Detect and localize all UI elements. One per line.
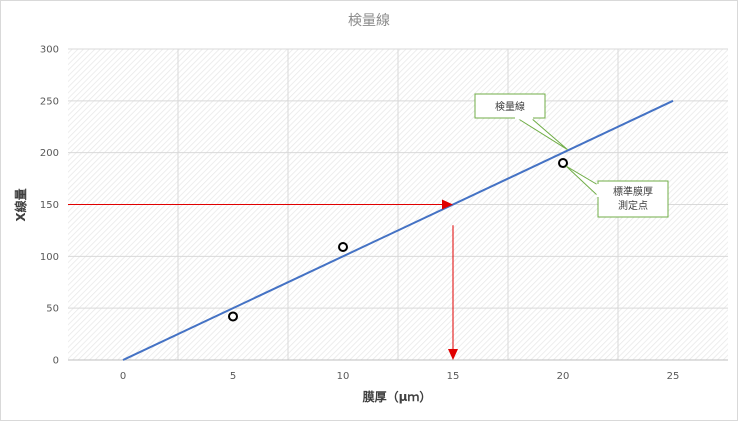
- callout-points-joint: [596, 184, 600, 197]
- y-tick-label: 0: [53, 356, 59, 367]
- y-axis-ticks: 0 50 100 150 200 250 300: [40, 45, 59, 367]
- reading-arrows: [68, 199, 458, 360]
- x-tick-label: 15: [447, 371, 460, 382]
- callout-line-label: 検量線: [495, 100, 525, 113]
- vertical-arrow-head: [448, 349, 458, 360]
- chart-title: 検量線: [348, 13, 390, 29]
- y-tick-label: 100: [40, 252, 59, 263]
- x-tick-label: 25: [667, 371, 680, 382]
- y-tick-label: 50: [46, 304, 59, 315]
- x-tick-label: 10: [337, 371, 350, 382]
- callout-points-label: 測定点: [618, 199, 648, 212]
- x-tick-label: 0: [120, 371, 126, 382]
- y-tick-label: 250: [40, 96, 59, 107]
- x-tick-label: 5: [230, 371, 236, 382]
- callout-points-label: 標準膜厚: [613, 185, 653, 198]
- x-tick-label: 20: [557, 371, 570, 382]
- data-point: [558, 158, 568, 169]
- y-tick-label: 200: [40, 148, 59, 159]
- callout-line-box: [474, 93, 546, 119]
- callout-points-box: [597, 180, 669, 218]
- callout-line-joint: [515, 116, 533, 120]
- data-point: [228, 311, 238, 322]
- y-tick-label: 150: [40, 200, 59, 211]
- x-axis-ticks: 0 5 10 15 20 25: [120, 371, 680, 382]
- series-layer: [122, 99, 674, 361]
- calibration-line: [122, 99, 674, 361]
- x-axis-title: 膜厚（μｍ）: [363, 389, 432, 404]
- y-tick-label: 300: [40, 45, 59, 56]
- data-point: [338, 242, 348, 253]
- horizontal-arrow-head: [442, 199, 453, 210]
- y-axis-title: X線量: [13, 188, 28, 221]
